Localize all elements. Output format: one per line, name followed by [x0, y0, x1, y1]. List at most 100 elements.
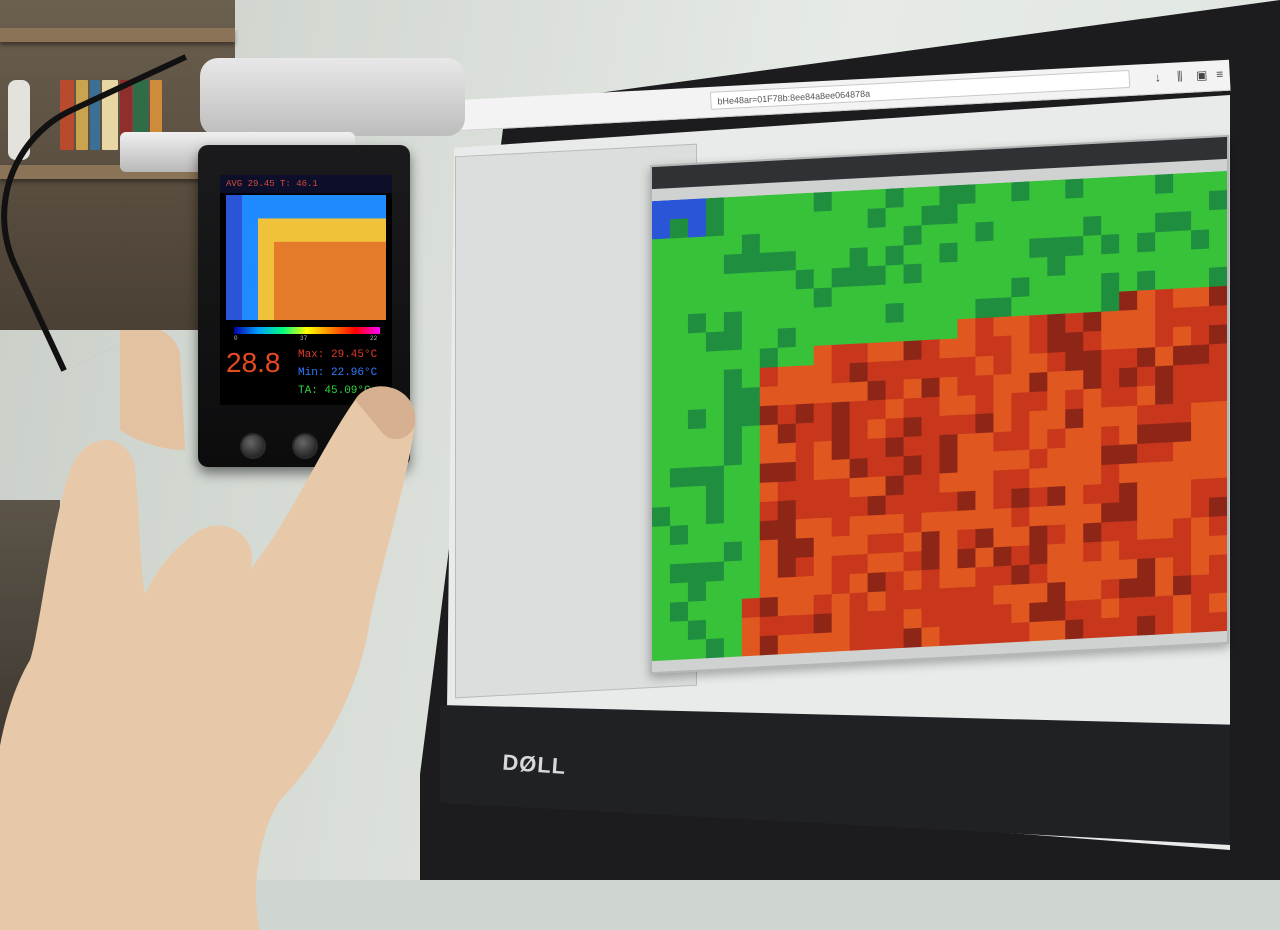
heatmap-cell	[939, 300, 958, 321]
heatmap-cell	[975, 528, 994, 549]
heatmap-cell	[777, 557, 797, 579]
heatmap-cell	[957, 586, 976, 608]
heatmap-cell	[687, 504, 707, 526]
heatmap-cell	[885, 360, 905, 381]
heatmap-cell	[759, 347, 779, 369]
thermal-cell	[378, 210, 386, 219]
library-icon[interactable]: ⫼	[1176, 69, 1183, 84]
thermal-cell	[322, 241, 331, 251]
heatmap-cell	[1155, 192, 1174, 214]
heatmap-cell	[975, 470, 994, 492]
thermal-cell	[266, 234, 275, 243]
heatmap-cell	[741, 367, 761, 389]
heatmap-cell	[993, 373, 1012, 395]
heatmap-cell	[975, 585, 994, 607]
heatmap-cell	[885, 475, 905, 496]
heatmap-cell	[777, 231, 797, 253]
thermal-cell	[322, 296, 331, 305]
heatmap-cell	[1029, 486, 1048, 508]
heatmap-cell	[831, 324, 851, 346]
heatmap-cell	[885, 264, 905, 286]
thermal-cell	[226, 265, 235, 274]
heatmap-cell	[1029, 429, 1048, 451]
thermal-cell	[282, 241, 291, 251]
heatmap-cell	[687, 639, 707, 660]
heatmap-cell	[1191, 478, 1210, 500]
device-button-left[interactable]	[240, 433, 266, 459]
heatmap-cell	[1209, 381, 1227, 403]
thermal-cell	[370, 234, 379, 243]
thermal-cell	[314, 296, 323, 305]
thermal-cell	[250, 234, 259, 243]
heatmap-cell	[1083, 177, 1102, 199]
heatmap-cell	[1191, 421, 1210, 442]
heatmap-cell	[957, 433, 976, 454]
heatmap-cell	[1029, 256, 1048, 278]
heatmap-cell	[1011, 277, 1030, 298]
thermal-cell	[234, 241, 243, 251]
heatmap-cell	[1209, 477, 1227, 499]
heatmap-cell	[849, 592, 869, 613]
thermal-cell	[314, 304, 323, 313]
heatmap-cell	[957, 624, 976, 646]
heatmap-cell	[813, 459, 833, 481]
heatmap-cell	[1011, 507, 1030, 528]
heatmap-cell	[993, 412, 1012, 433]
thermal-cell	[306, 210, 315, 219]
heatmap-cell	[1209, 515, 1227, 537]
thermal-cell	[378, 234, 386, 243]
heatmap-cell	[1119, 463, 1138, 484]
thermal-cell	[322, 226, 331, 235]
thermal-cell	[314, 226, 323, 235]
heatmap-cell	[669, 429, 689, 450]
heatmap-cell	[687, 428, 707, 449]
heatmap-cell	[1029, 295, 1048, 316]
heatmap-cell	[957, 356, 976, 378]
heatmap-cell	[1083, 560, 1102, 582]
thermal-cell	[346, 226, 355, 235]
heatmap-cell	[885, 302, 905, 324]
heatmap-cell	[1047, 505, 1066, 526]
thermal-cell	[290, 296, 299, 305]
heatmap-cell	[1155, 307, 1174, 329]
thermal-cell	[322, 273, 331, 282]
heatmap-cell	[1119, 520, 1138, 542]
thermal-cell	[250, 304, 259, 313]
heatmap-cell	[831, 190, 851, 212]
heatmap-cell	[759, 501, 779, 522]
thermal-cell	[362, 202, 371, 212]
heatmap-cell	[993, 603, 1012, 625]
heatmap-cell	[723, 330, 743, 352]
thermal-cell	[258, 241, 267, 251]
thermal-cell	[354, 234, 363, 243]
heatmap-cell	[813, 632, 833, 654]
menu-icon[interactable]: ≡	[1215, 67, 1224, 82]
device-button-middle[interactable]	[292, 433, 318, 459]
heatmap-cell	[903, 455, 923, 476]
heatmap-cell	[939, 530, 958, 551]
heatmap-cell	[867, 227, 887, 248]
thermal-cell	[258, 195, 267, 204]
heatmap-cell	[777, 538, 797, 560]
download-icon[interactable]: ↓	[1154, 70, 1162, 85]
thermal-cell	[362, 241, 371, 251]
heatmap-cell	[1029, 180, 1048, 201]
heatmap-cell	[867, 418, 887, 440]
heatmap-cell	[831, 631, 851, 653]
thermal-cell	[226, 234, 235, 243]
heatmap-cell	[921, 435, 940, 456]
heatmap-cell	[921, 339, 940, 360]
heatmap-cell	[1119, 194, 1138, 216]
heatmap-cell	[723, 407, 743, 428]
heatmap-cell	[1173, 479, 1192, 501]
thermal-cell	[274, 257, 283, 266]
heatmap-cell	[1047, 351, 1066, 373]
thermal-cell	[242, 249, 251, 258]
heatmap-cell	[1029, 371, 1048, 393]
heatmap-cell	[1065, 580, 1084, 602]
sidebar-icon[interactable]: ▣	[1195, 67, 1208, 83]
heatmap-cell	[993, 450, 1012, 472]
thermal-cell	[306, 234, 315, 243]
heatmap-cell	[687, 543, 707, 564]
heatmap-cell	[1065, 465, 1084, 487]
